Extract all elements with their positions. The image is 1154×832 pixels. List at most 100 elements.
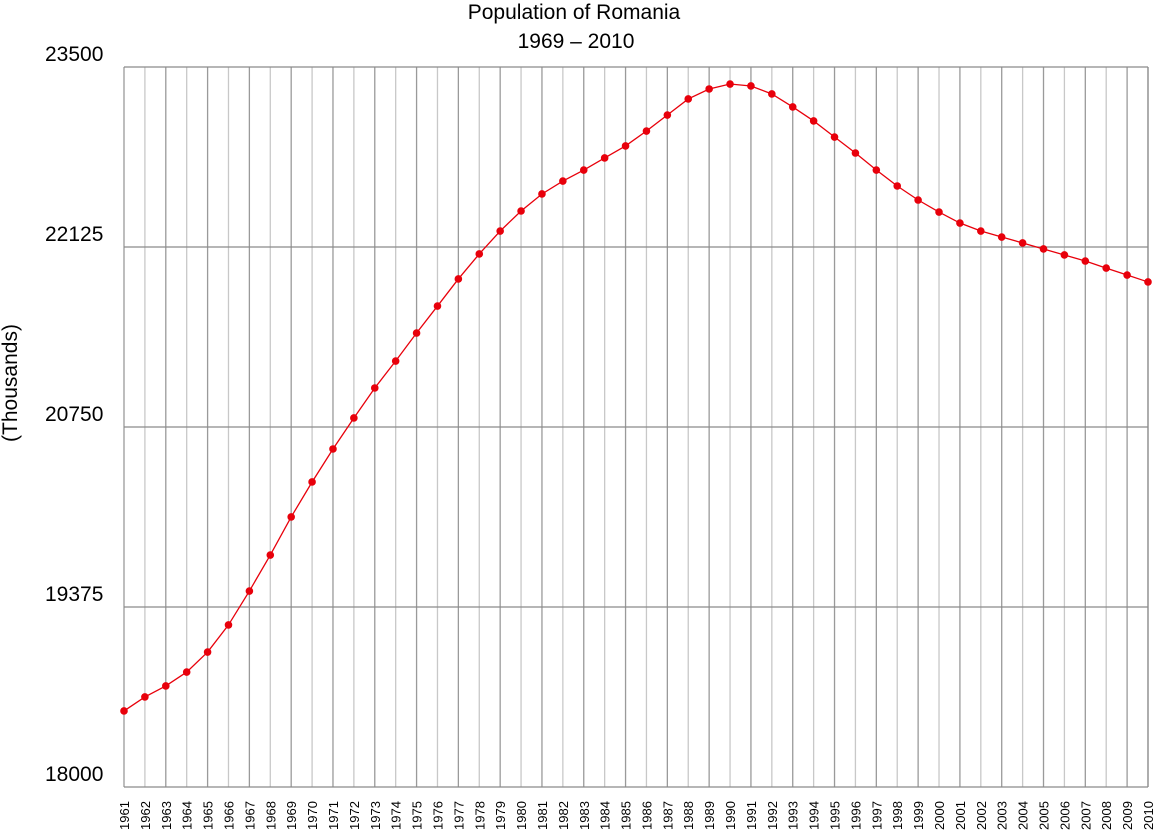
y-tick-label: 20750 [45, 403, 103, 426]
x-tick-label: 1996 [848, 801, 863, 830]
data-point [935, 208, 943, 216]
x-tick-label: 2002 [974, 801, 989, 830]
y-tick-label: 18000 [45, 763, 103, 786]
x-tick-label: 2001 [953, 801, 968, 830]
data-point [475, 250, 484, 258]
data-point [120, 707, 128, 715]
data-point [266, 551, 275, 559]
data-point [1060, 251, 1069, 259]
x-tick-label: 1985 [619, 801, 634, 830]
x-tick-label: 1994 [807, 801, 822, 830]
x-tick-label: 1983 [577, 801, 592, 830]
data-point [893, 182, 902, 190]
data-point [245, 587, 254, 595]
x-tick-label: 1997 [869, 801, 884, 830]
data-point [1018, 239, 1027, 247]
x-tick-label: 2007 [1078, 801, 1093, 830]
x-tick-label: 1979 [493, 801, 508, 830]
x-tick-label: 2006 [1057, 801, 1072, 830]
y-ticks: 23500 22125 20750 19375 18000 [45, 43, 103, 786]
y-tick-label: 23500 [45, 43, 103, 66]
x-tick-label: 1977 [451, 801, 466, 830]
x-tick-label: 1970 [305, 801, 320, 830]
x-tick-label: 1998 [890, 801, 905, 830]
x-tick-label: 2004 [1016, 801, 1031, 830]
data-point [809, 117, 818, 125]
x-tick-label: 1987 [660, 801, 675, 830]
x-tick-label: 1975 [410, 801, 425, 830]
x-tick-label: 1978 [472, 801, 487, 830]
x-tick-label: 1991 [744, 801, 759, 830]
x-tick-label: 1995 [828, 801, 843, 830]
x-tick-label: 1976 [430, 801, 445, 830]
data-point [872, 166, 881, 174]
series-line [120, 80, 1152, 715]
data-point [621, 142, 630, 150]
data-point [684, 95, 693, 103]
data-point [308, 478, 316, 486]
x-tick-label: 1992 [765, 801, 780, 830]
data-point [350, 414, 358, 422]
data-point [412, 329, 421, 337]
data-point [161, 682, 170, 690]
x-tick-label: 1972 [347, 801, 362, 830]
data-point [559, 177, 567, 185]
data-point [977, 227, 985, 235]
x-tick-label: 1968 [263, 801, 278, 830]
data-point [1144, 278, 1152, 286]
x-tick-label: 1999 [911, 801, 926, 830]
x-tick-label: 1974 [389, 801, 404, 830]
x-tick-label: 1980 [514, 801, 529, 830]
x-tick-label: 1962 [138, 801, 153, 830]
x-tick-label: 1966 [221, 801, 236, 830]
data-point [203, 648, 212, 656]
data-point [182, 668, 191, 676]
data-point [1123, 271, 1131, 279]
data-point [830, 133, 839, 141]
x-tick-label: 1969 [284, 801, 299, 830]
data-point [329, 445, 337, 453]
x-tick-label: 2000 [932, 801, 947, 830]
x-tick-label: 2005 [1037, 801, 1052, 830]
x-tick-label: 1963 [159, 801, 174, 830]
grid [123, 66, 1149, 788]
data-point [433, 302, 442, 310]
x-tick-label: 1989 [702, 801, 717, 830]
y-axis-label: (Thousands) [0, 324, 22, 442]
x-tick-label: 1965 [201, 801, 216, 830]
x-tick-label: 1981 [535, 801, 550, 830]
y-tick-label: 22125 [45, 223, 103, 246]
data-point [600, 154, 609, 162]
chart-subtitle: 1969 – 2010 [518, 30, 635, 53]
x-tick-label: 2009 [1120, 801, 1135, 830]
data-point [141, 693, 149, 701]
x-ticks: 1961 1962 1963 1964 1965 1966 1967 1968 1969 1970… [117, 801, 1154, 830]
x-tick-label: 1971 [326, 801, 341, 830]
data-point [788, 103, 797, 111]
data-point [287, 513, 295, 521]
data-point [663, 111, 672, 119]
data-point [517, 207, 525, 215]
data-point [1039, 245, 1048, 253]
data-point [705, 85, 713, 93]
series-line-path [123, 83, 1149, 712]
data-point [914, 196, 922, 204]
x-tick-label: 1961 [117, 801, 132, 830]
data-point [391, 357, 400, 365]
x-tick-label: 1986 [639, 801, 654, 830]
x-tick-label: 1973 [368, 801, 383, 830]
x-tick-label: 1982 [556, 801, 571, 830]
data-point [1102, 264, 1111, 272]
y-tick-label: 19375 [45, 583, 103, 606]
x-tick-label: 1964 [180, 801, 195, 830]
x-tick-label: 1993 [786, 801, 801, 830]
data-point [454, 275, 463, 283]
data-point [997, 233, 1006, 241]
x-tick-label: 1967 [242, 801, 257, 830]
data-point [747, 82, 755, 90]
data-point [726, 80, 734, 88]
x-tick-label: 1988 [681, 801, 696, 830]
data-point [956, 219, 964, 227]
data-point [370, 384, 379, 392]
